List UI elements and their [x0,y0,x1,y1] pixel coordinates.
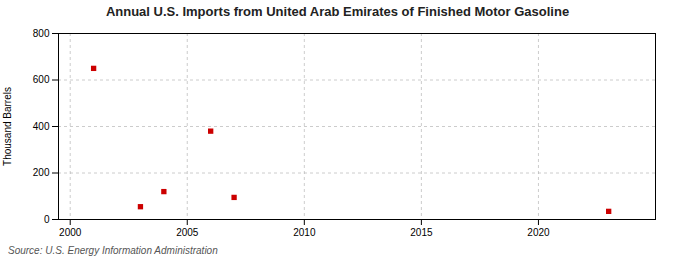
svg-text:0: 0 [44,214,50,225]
svg-text:2000: 2000 [59,227,82,238]
svg-text:Thousand Barrels: Thousand Barrels [2,87,13,166]
html-text:Source: U.S. Energy Informatio: Source: U.S. Energy Information Administ… [8,245,218,256]
svg-text:2015: 2015 [410,227,433,238]
svg-text:400: 400 [33,121,50,132]
svg-text:2010: 2010 [293,227,316,238]
svg-text:600: 600 [33,74,50,85]
svg-text:2005: 2005 [176,227,199,238]
svg-text:2020: 2020 [527,227,550,238]
svg-text:800: 800 [33,28,50,39]
html-text:Annual U.S. Imports from Unite: Annual U.S. Imports from United Arab Emi… [105,4,570,19]
svg-text:200: 200 [33,167,50,178]
